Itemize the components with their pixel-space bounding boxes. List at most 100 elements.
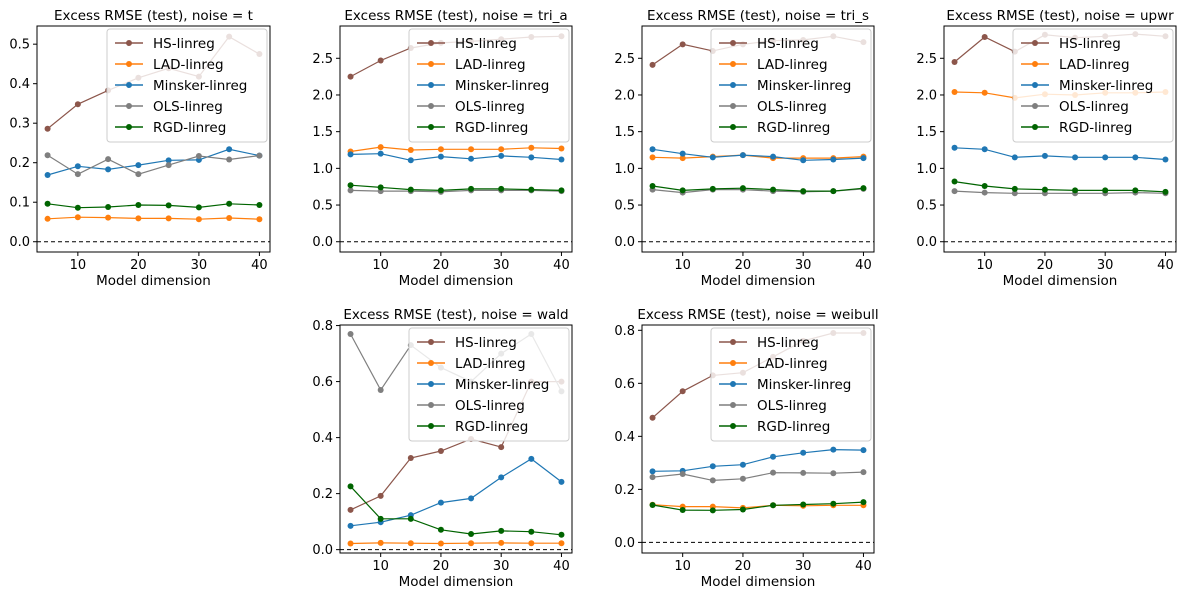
legend-swatch-marker: [428, 402, 434, 408]
legend-swatch-marker: [730, 402, 736, 408]
data-point: [195, 152, 202, 159]
x-tick-label: 30: [493, 559, 510, 574]
data-point: [437, 146, 444, 153]
x-tick-label: 10: [372, 258, 389, 273]
data-point: [649, 61, 656, 68]
legend-label: HS-linreg: [757, 36, 819, 52]
legend-label: Minsker-linreg: [455, 78, 549, 94]
legend-label: RGD-linreg: [757, 120, 830, 136]
y-tick-label: 0.3: [9, 117, 30, 132]
chart-title: Excess RMSE (test), noise = wald: [343, 307, 568, 323]
y-tick-label: 2.0: [614, 88, 635, 103]
legend-box: [408, 327, 570, 442]
data-point: [1011, 185, 1018, 192]
legend-swatch-marker: [428, 82, 434, 88]
data-point: [165, 215, 172, 222]
legend: HS-linreg LAD-linreg Minsker-linreg OLS-lin…: [106, 28, 268, 143]
legend-swatch-marker: [730, 339, 736, 345]
x-tick-label: 20: [1037, 258, 1054, 273]
data-point: [105, 214, 112, 221]
data-point: [105, 166, 112, 173]
y-tick-label: 2.0: [916, 88, 937, 103]
y-tick-label: 0.0: [9, 235, 30, 250]
data-point: [528, 154, 535, 161]
data-point: [951, 89, 958, 96]
x-tick-label: 10: [674, 559, 691, 574]
data-point: [739, 461, 746, 468]
chart-title: Excess RMSE (test), noise = tri_s: [647, 8, 869, 24]
y-tick-label: 0.0: [614, 235, 635, 250]
series-line-RGD-linreg: [652, 185, 864, 192]
data-point: [498, 444, 505, 451]
y-tick-label: 0.8: [312, 319, 333, 334]
x-axis-label: Model dimension: [701, 273, 816, 289]
x-tick-label: 10: [70, 258, 87, 273]
legend-box: [1012, 28, 1174, 143]
legend-label: OLS-linreg: [1059, 99, 1129, 115]
data-point: [981, 189, 988, 196]
y-tick-label: 0.0: [312, 235, 333, 250]
chart-title: Excess RMSE (test), noise = weibull: [637, 307, 878, 323]
series-line-LAD-linreg: [47, 216, 260, 220]
y-tick-label: 1.0: [916, 162, 937, 177]
data-point: [951, 58, 958, 65]
legend-label: HS-linreg: [455, 335, 517, 351]
data-point: [377, 386, 384, 393]
data-point: [468, 530, 475, 537]
data-point: [468, 146, 475, 153]
data-point: [74, 101, 81, 108]
data-point: [649, 146, 656, 153]
data-point: [739, 506, 746, 513]
series-line-RGD-linreg: [652, 501, 864, 511]
data-point: [860, 469, 867, 476]
data-point: [800, 188, 807, 195]
data-point: [407, 455, 414, 462]
legend-label: Minsker-linreg: [757, 78, 851, 94]
legend-label: RGD-linreg: [1059, 120, 1132, 136]
data-point: [468, 495, 475, 502]
y-tick-label: 2.5: [916, 52, 937, 67]
y-tick-label: 1.5: [312, 125, 333, 140]
data-point: [347, 483, 354, 490]
data-point: [800, 501, 807, 508]
legend-swatch-marker: [730, 103, 736, 109]
data-point: [1102, 154, 1109, 161]
data-point: [981, 146, 988, 153]
x-tick-label: 40: [855, 559, 872, 574]
x-tick-label: 40: [1157, 258, 1174, 273]
data-point: [135, 201, 142, 208]
data-point: [437, 540, 444, 547]
data-point: [498, 185, 505, 192]
data-point: [1011, 190, 1018, 197]
legend-label: Minsker-linreg: [1059, 78, 1153, 94]
y-tick-label: 0.6: [312, 375, 333, 390]
y-tick-label: 0.4: [312, 431, 333, 446]
data-point: [649, 502, 656, 509]
chart-title: Excess RMSE (test), noise = upwr: [946, 8, 1174, 24]
series-line-OLS-linreg: [652, 471, 864, 482]
series-line-Minsker-linreg: [350, 153, 562, 161]
data-point: [377, 57, 384, 64]
y-tick-label: 0.0: [614, 536, 635, 551]
data-point: [74, 204, 81, 211]
legend-box: [106, 28, 268, 143]
data-point: [226, 156, 233, 163]
x-axis-label: Model dimension: [701, 574, 816, 590]
y-tick-label: 0.0: [916, 235, 937, 250]
data-point: [800, 469, 807, 476]
legend-label: LAD-linreg: [455, 356, 526, 372]
legend-swatch-marker: [1032, 103, 1038, 109]
data-point: [347, 330, 354, 337]
y-tick-label: 0.5: [614, 199, 635, 214]
data-point: [528, 186, 535, 193]
y-tick-label: 0.8: [614, 324, 635, 339]
data-point: [1132, 154, 1139, 161]
data-point: [437, 526, 444, 533]
data-point: [649, 414, 656, 421]
data-point: [1162, 156, 1169, 163]
legend-box: [408, 28, 570, 143]
data-point: [558, 478, 565, 485]
data-point: [226, 215, 233, 222]
data-point: [860, 447, 867, 454]
series-line-Minsker-linreg: [350, 458, 562, 527]
